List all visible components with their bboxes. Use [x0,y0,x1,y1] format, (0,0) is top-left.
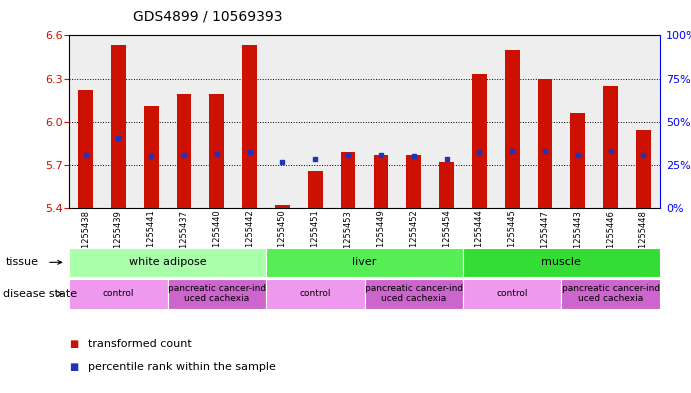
Text: white adipose: white adipose [129,257,207,267]
Bar [243,46,257,208]
Bar [472,74,486,208]
Text: tissue: tissue [6,257,39,267]
Text: control: control [102,289,134,298]
Text: ■: ■ [69,362,78,373]
Text: percentile rank within the sample: percentile rank within the sample [88,362,276,373]
Text: disease state: disease state [3,289,77,299]
Bar [275,206,290,208]
Bar [144,106,158,208]
Bar [111,46,126,208]
Text: pancreatic cancer-ind
uced cachexia: pancreatic cancer-ind uced cachexia [365,284,463,303]
Text: control: control [496,289,528,298]
Bar [177,94,191,208]
Text: muscle: muscle [542,257,581,267]
Bar [571,113,585,208]
Text: liver: liver [352,257,377,267]
Bar [439,162,454,208]
Text: control: control [299,289,331,298]
Bar [636,130,651,208]
Text: pancreatic cancer-ind
uced cachexia: pancreatic cancer-ind uced cachexia [562,284,660,303]
Bar [505,50,520,208]
Bar [374,155,388,208]
Bar [78,90,93,208]
Text: GDS4899 / 10569393: GDS4899 / 10569393 [133,10,282,24]
Bar [308,171,323,208]
Text: ■: ■ [69,339,78,349]
Text: transformed count: transformed count [88,339,192,349]
Text: pancreatic cancer-ind
uced cachexia: pancreatic cancer-ind uced cachexia [168,284,266,303]
Bar [538,79,552,208]
Bar [406,155,421,208]
Bar [603,86,618,208]
Bar [209,94,224,208]
Bar [341,152,355,208]
